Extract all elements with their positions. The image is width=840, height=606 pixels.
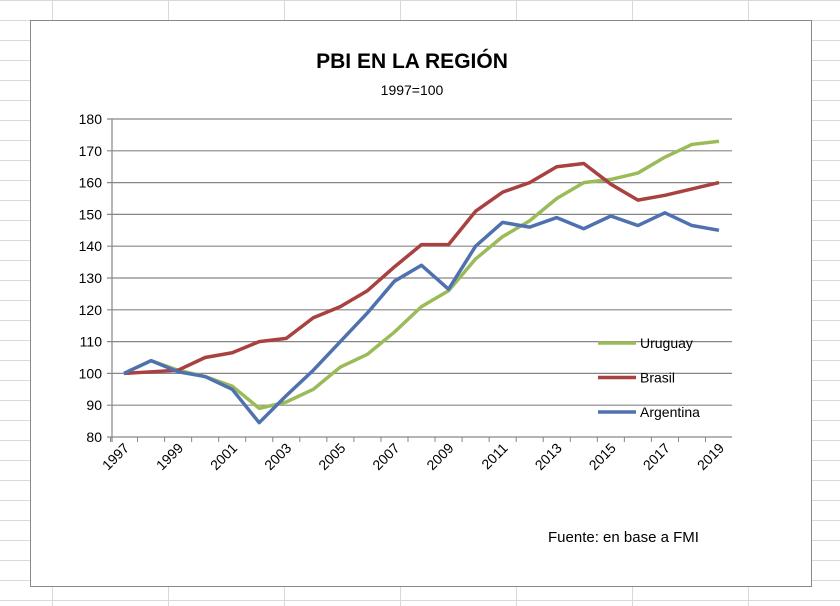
series-line-brasil bbox=[123, 161, 720, 376]
y-tick-label: 180 bbox=[79, 111, 103, 127]
legend-label-uruguay: Uruguay bbox=[640, 335, 693, 351]
y-tick-label: 130 bbox=[79, 270, 103, 286]
x-tick-label: 1999 bbox=[153, 440, 186, 473]
x-tick-label: 2003 bbox=[261, 440, 294, 473]
x-tick-label: 2001 bbox=[207, 440, 240, 473]
x-tick-label: 2017 bbox=[640, 440, 673, 473]
legend-label-brasil: Brasil bbox=[640, 370, 675, 386]
x-tick-label: 2009 bbox=[423, 440, 456, 473]
chart-subtitle: 1997=100 bbox=[381, 82, 444, 98]
chart-title: PBI EN LA REGIÓN bbox=[316, 49, 508, 73]
legend-label-argentina: Argentina bbox=[640, 404, 700, 420]
y-tick-label: 120 bbox=[79, 302, 103, 318]
x-tick-label: 2015 bbox=[586, 440, 619, 473]
x-tick-label: 2005 bbox=[315, 440, 348, 473]
chart-container[interactable] bbox=[30, 20, 812, 587]
x-tick-label: 2011 bbox=[478, 440, 511, 473]
y-tick-label: 170 bbox=[79, 143, 103, 159]
series-line-argentina bbox=[123, 211, 720, 425]
series-line-uruguay bbox=[123, 139, 720, 411]
x-tick-label: 2007 bbox=[369, 440, 402, 473]
x-tick-label: 2013 bbox=[532, 440, 565, 473]
source-note: Fuente: en base a FMI bbox=[548, 529, 699, 546]
y-tick-label: 90 bbox=[86, 397, 102, 413]
y-tick-label: 110 bbox=[80, 334, 103, 350]
x-tick-label: 2019 bbox=[694, 440, 727, 473]
y-tick-label: 100 bbox=[79, 365, 103, 381]
y-tick-label: 160 bbox=[79, 175, 103, 191]
x-tick-label: 1997 bbox=[99, 440, 132, 473]
y-tick-label: 140 bbox=[79, 238, 103, 254]
y-tick-label: 80 bbox=[86, 429, 102, 445]
y-tick-label: 150 bbox=[79, 206, 103, 222]
